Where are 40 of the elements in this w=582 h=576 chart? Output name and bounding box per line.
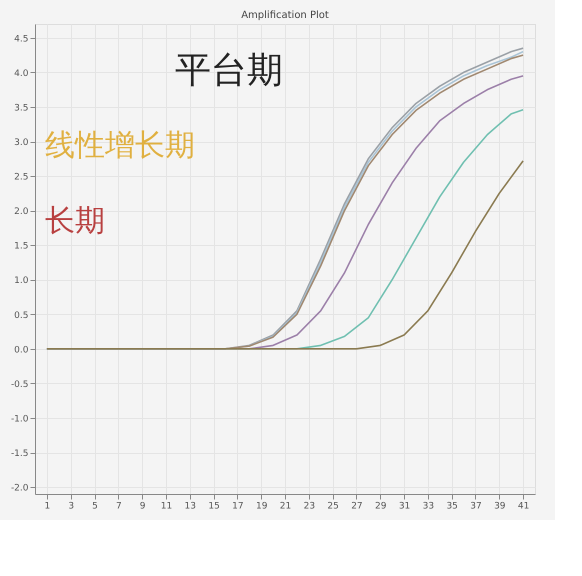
x-tick-label: 21 xyxy=(280,502,292,512)
x-tick-label: 37 xyxy=(470,502,482,512)
y-tick-label: -2.0 xyxy=(10,484,29,494)
y-tick-label: 4.5 xyxy=(14,34,28,44)
x-tick-label: 1 xyxy=(44,502,50,512)
y-tick-label: 3.0 xyxy=(14,138,29,148)
y-tick-label: -1.0 xyxy=(10,414,29,424)
x-tick-label: 19 xyxy=(256,502,268,512)
x-tick-label: 3 xyxy=(68,502,74,512)
y-tick-label: -0.5 xyxy=(10,380,28,390)
x-tick-label: 5 xyxy=(92,502,98,512)
y-tick-label: 0.0 xyxy=(14,345,29,356)
x-tick-label: 13 xyxy=(184,502,196,512)
y-tick-label: 0.5 xyxy=(14,310,28,321)
y-tick-label: 1.0 xyxy=(14,276,29,286)
y-tick-label: 1.5 xyxy=(14,242,28,252)
y-tick-label: 4.0 xyxy=(14,68,29,79)
x-tick-label: 35 xyxy=(446,502,458,512)
chart-title: Amplification Plot xyxy=(241,10,329,21)
y-tick-label: 2.0 xyxy=(14,207,29,218)
x-tick-label: 23 xyxy=(304,502,316,512)
x-tick-label: 11 xyxy=(160,502,172,512)
x-tick-label: 41 xyxy=(518,502,530,512)
y-tick-label: -1.5 xyxy=(10,449,28,460)
annotation: 平台期 xyxy=(175,50,283,91)
x-tick-label: 27 xyxy=(351,502,363,512)
annotation: 长期 xyxy=(45,203,105,238)
x-tick-label: 31 xyxy=(398,502,410,512)
x-tick-label: 7 xyxy=(116,502,122,512)
x-tick-label: 17 xyxy=(232,502,244,512)
x-tick-label: 15 xyxy=(208,502,220,512)
line-series xyxy=(46,160,524,350)
annotation: 线性增长期 xyxy=(45,128,195,164)
x-tick-label: 39 xyxy=(494,502,506,512)
x-tick-label: 33 xyxy=(422,502,434,512)
y-tick-label: 3.5 xyxy=(14,103,28,114)
x-tick-label: 9 xyxy=(140,502,146,512)
y-tick-label: 2.5 xyxy=(14,172,28,183)
x-tick-label: 25 xyxy=(327,502,339,512)
x-tick-label: 29 xyxy=(375,502,387,512)
